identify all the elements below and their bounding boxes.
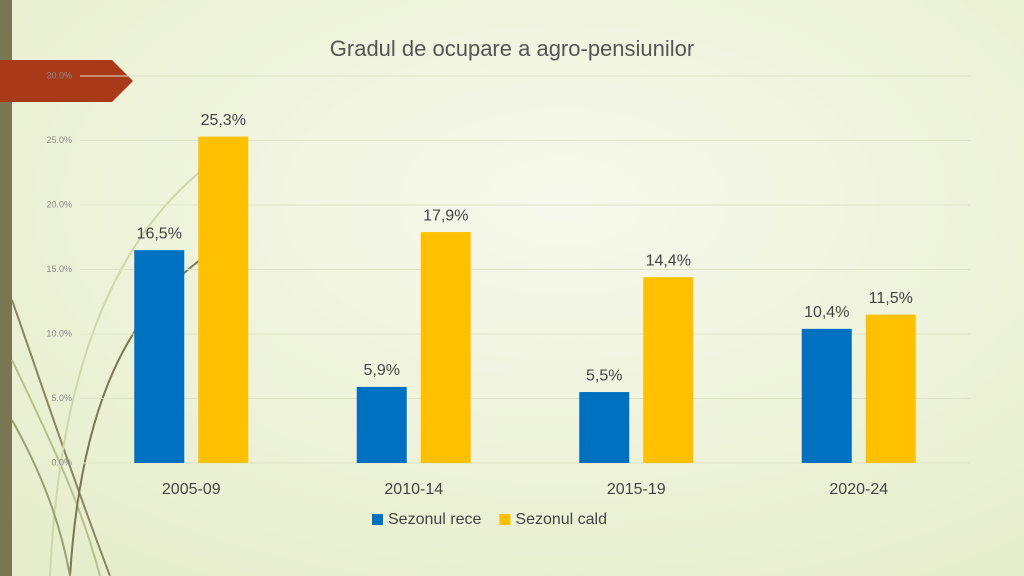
x-tick-label: 2015-19 [607, 481, 666, 498]
bar [420, 232, 471, 463]
bar [356, 386, 407, 463]
bar [198, 136, 249, 463]
y-tick-label: 10.0% [46, 328, 72, 338]
legend-swatch [372, 514, 383, 525]
side-strip [0, 0, 12, 576]
y-tick-label: 20.0% [46, 199, 72, 209]
bar [865, 314, 916, 463]
bar [579, 392, 630, 463]
bar [134, 250, 185, 463]
y-tick-label: 25.0% [46, 135, 72, 145]
legend-swatch [499, 514, 511, 525]
bar [643, 277, 694, 463]
data-label: 11,5% [869, 290, 913, 307]
data-label: 14,4% [646, 252, 691, 269]
data-label: 5,5% [586, 367, 622, 384]
legend-label: Sezonul rece [388, 511, 481, 528]
data-label: 16,5% [137, 225, 182, 242]
decor-arrow [0, 60, 133, 102]
x-tick-label: 2005-09 [162, 481, 221, 498]
data-label: 5,9% [364, 362, 400, 379]
y-tick-label: 5.0% [51, 393, 72, 403]
legend-label: Sezonul cald [515, 511, 607, 528]
y-tick-label: 30.0% [46, 70, 72, 80]
x-tick-label: 2020-24 [829, 481, 888, 498]
bar [801, 328, 852, 463]
x-tick-label: 2010-14 [384, 481, 443, 498]
data-label: 10,4% [804, 304, 849, 321]
data-label: 17,9% [423, 207, 468, 224]
y-tick-label: 15.0% [46, 264, 72, 274]
y-tick-label: 0.0% [51, 457, 72, 467]
data-label: 25,3% [201, 112, 246, 129]
chart-title: Gradul de ocupare a agro-pensiunilor [330, 36, 694, 61]
